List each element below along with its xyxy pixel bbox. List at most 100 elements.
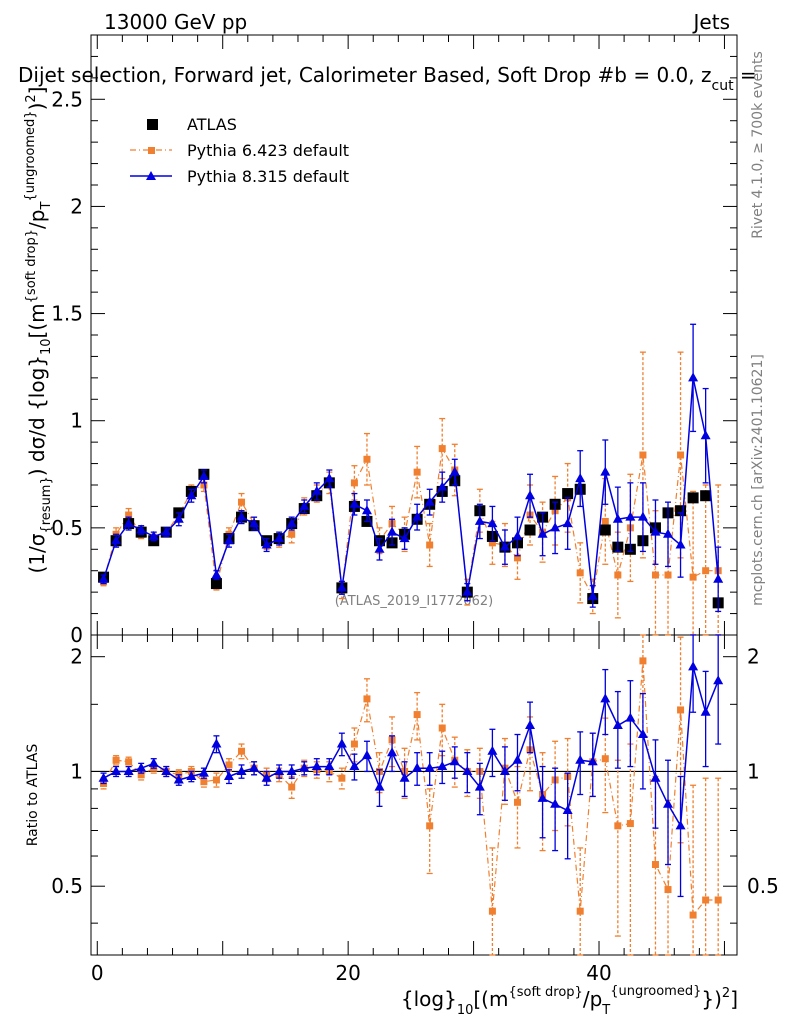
ratio-pythia8-point (612, 719, 623, 729)
main-pythia8-line (102, 377, 719, 597)
legend-marker-py8 (146, 171, 156, 180)
main-pythia8-point (675, 539, 686, 549)
ratio-pythia8-point (424, 762, 435, 772)
ratio-pythia8-point (311, 761, 322, 771)
ratio-pythia8-point (361, 750, 372, 760)
main-pythia6-point (238, 498, 246, 506)
rivet-label: Rivet 4.1.0, ≥ 700k events (750, 51, 766, 239)
main-pythia6-point (576, 569, 584, 577)
ratio-pythia8-point (675, 820, 686, 830)
ratio-pythia8-point (650, 772, 661, 782)
ratio-pythia8-point (713, 675, 724, 685)
main-atlas-point (599, 524, 611, 536)
ratio-pythia6-point (651, 861, 659, 869)
main-pythia8-point (286, 518, 297, 528)
ratio-pythia6-point (125, 758, 133, 766)
ratio-pythia6-point (438, 724, 446, 732)
main-pythia8-point (512, 530, 523, 540)
main-pythia6-point (413, 468, 421, 476)
ratio-pythia6-point (350, 740, 358, 748)
main-atlas-point (524, 524, 536, 536)
main-pythia8-point (274, 533, 285, 543)
ratio-pythia6-point (689, 911, 697, 919)
main-pythia6-point (488, 539, 496, 547)
ratio-pythia8-point (512, 754, 523, 764)
ratio-pythia6-point (288, 783, 296, 791)
ratio-y-tick-label: 1 (70, 759, 83, 783)
ratio-pythia8-point (161, 765, 172, 775)
main-pythia8-point (123, 518, 134, 528)
ratio-pythia6-line (102, 660, 719, 917)
ratio-pythia8-point (349, 761, 360, 771)
ratio-pythia6-point (614, 822, 622, 830)
ratio-pythia8-point (525, 719, 536, 729)
main-pythia6-point (125, 511, 133, 519)
main-y-tick-label: 2 (70, 194, 83, 218)
ratio-pythia8-point (663, 798, 674, 808)
main-pythia8-point (612, 513, 623, 523)
ratio-panel-frame (90, 634, 738, 956)
legend: ATLAS Pythia 6.423 default Pythia 8.315 … (130, 115, 349, 186)
ratio-pythia8-point (148, 757, 159, 767)
ratio-pythia6-point (137, 771, 145, 779)
ratio-pythia8-point (462, 765, 473, 775)
ratio-pythia6-point (601, 755, 609, 763)
ratio-pythia8-point (286, 765, 297, 775)
main-pythia6-point (426, 541, 434, 549)
legend-label-py6: Pythia 6.423 default (187, 141, 349, 160)
ratio-pythia8-point (186, 770, 197, 780)
x-axis-title: {log}10[(m{soft drop}/pT{ungroomed}})2] (401, 984, 738, 1018)
ratio-pythia8-point (449, 756, 460, 766)
main-pythia8-point (361, 505, 372, 515)
ratio-pythia6-point (212, 776, 220, 784)
main-pythia8-point (625, 511, 636, 521)
plot-title-main: Dijet selection, Forward jet, Calorimete… (18, 63, 712, 87)
ratio-pythia6-point (363, 695, 371, 703)
main-pythia6-point (702, 567, 710, 575)
ratio-pythia8-point (223, 770, 234, 780)
main-pythia8-point (600, 466, 611, 476)
ratio-pythia6-point (426, 822, 434, 830)
ratio-pythia6-point (576, 907, 584, 915)
header-left: 13000 GeV pp (104, 10, 247, 34)
main-pythia8-point (525, 490, 536, 500)
ratio-pythia6-point (702, 896, 710, 904)
ratio-pythia8-point (336, 738, 347, 748)
main-pythia8-point (399, 533, 410, 543)
ratio-pythia8-point (487, 745, 498, 755)
ratio-pythia6-point (338, 774, 346, 782)
ratio-pythia6-point (225, 761, 233, 769)
ratio-y-tick-label: 0.5 (51, 874, 83, 898)
ratio-pythia6-point (488, 907, 496, 915)
main-atlas-point (210, 578, 222, 590)
ratio-pythia8-point (550, 798, 561, 808)
ratio-y-tick-label-right: 0.5 (747, 874, 779, 898)
main-pythia6-point (664, 571, 672, 579)
x-tick-label: 0 (91, 961, 104, 985)
main-pythia8-point (299, 500, 310, 510)
ratio-pythia8-point (437, 761, 448, 771)
ratio-pythia8-point (136, 762, 147, 772)
ratio-pythia8-point (412, 762, 423, 772)
ratio-pythia6-point (238, 747, 246, 755)
ratio-pythia8-point (299, 762, 310, 772)
main-pythia8-point (487, 518, 498, 528)
plot-title-tail: = (734, 63, 757, 87)
plot-title: Dijet selection, Forward jet, Calorimete… (18, 63, 757, 94)
main-pythia8-point (474, 515, 485, 525)
analysis-watermark: (ATLAS_2019_I1772062) (335, 594, 493, 609)
main-pythia8-point (311, 485, 322, 495)
main-pythia8-point (424, 496, 435, 506)
ratio-pythia8-point (700, 706, 711, 716)
main-atlas-point (675, 505, 687, 517)
ratio-y-tick-label: 2 (70, 645, 83, 669)
ratio-pythia8-point (98, 772, 109, 782)
main-pythia8-point (575, 473, 586, 483)
ratio-pythia8-point (625, 712, 636, 722)
ratio-pythia8-point (474, 781, 485, 791)
main-pythia8-point (688, 372, 699, 382)
ratio-pythia8-point (575, 754, 586, 764)
main-y-tick-label: 1 (70, 409, 83, 433)
header-right: Jets (692, 10, 730, 34)
